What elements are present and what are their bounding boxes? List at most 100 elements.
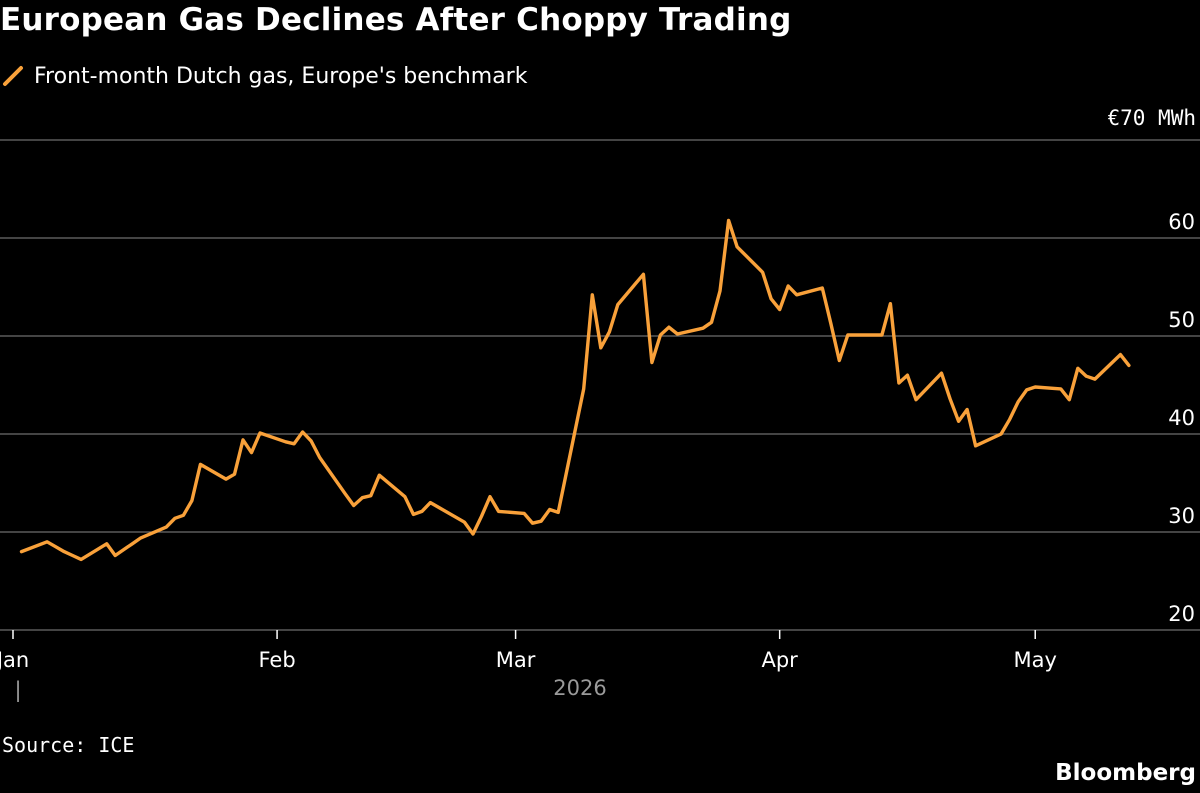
data-point <box>301 430 304 433</box>
data-point <box>957 420 960 423</box>
data-point <box>80 558 83 561</box>
data-point <box>361 496 364 499</box>
data-point <box>429 501 432 504</box>
y-tick-label: 60 <box>1168 210 1195 234</box>
data-point <box>548 508 551 511</box>
series-line-dutch-gas <box>19 218 1131 562</box>
data-point <box>284 440 287 443</box>
data-point <box>437 506 440 509</box>
data-point <box>718 289 721 292</box>
data-point <box>131 542 134 545</box>
data-point <box>1034 385 1037 388</box>
data-point <box>173 517 176 520</box>
data-point <box>1008 418 1011 421</box>
data-point <box>182 514 185 517</box>
x-tick-label: Jan <box>0 648 29 672</box>
data-point <box>829 322 832 325</box>
source-note: Source: ICE <box>2 733 135 757</box>
data-point <box>378 474 381 477</box>
data-point <box>199 463 202 466</box>
data-point <box>710 321 713 324</box>
data-point <box>974 444 977 447</box>
data-point <box>412 513 415 516</box>
data-point <box>659 333 662 336</box>
data-point <box>369 494 372 497</box>
data-point <box>557 511 560 514</box>
x-tick-label: Mar <box>496 648 536 672</box>
data-point <box>471 532 474 535</box>
data-point <box>889 302 892 305</box>
data-point <box>795 293 798 296</box>
data-point <box>531 522 534 525</box>
data-point <box>761 271 764 274</box>
x-tick-label: Apr <box>761 648 798 672</box>
legend-swatch-icon <box>3 66 23 86</box>
data-point <box>897 381 900 384</box>
data-point <box>940 372 943 375</box>
data-point <box>165 526 168 529</box>
data-point <box>250 451 253 454</box>
data-point <box>540 520 543 523</box>
data-point <box>318 456 321 459</box>
brand-logo: Bloomberg <box>1055 760 1196 786</box>
data-point <box>880 333 883 336</box>
y-tick-label: 40 <box>1168 406 1195 430</box>
data-point <box>523 512 526 515</box>
chart-title: European Gas Declines After Choppy Tradi… <box>0 2 792 38</box>
x-year-tick: | <box>14 678 21 703</box>
data-point <box>616 303 619 306</box>
data-point <box>105 542 108 545</box>
data-point <box>46 540 49 543</box>
data-point <box>727 219 730 222</box>
data-point <box>122 548 125 551</box>
data-point <box>1017 400 1020 403</box>
data-point <box>778 308 781 311</box>
data-point <box>582 387 585 390</box>
data-point <box>736 245 739 248</box>
data-point <box>821 286 824 289</box>
data-point <box>1127 364 1130 367</box>
data-point <box>1085 375 1088 378</box>
data-point <box>1000 432 1003 435</box>
data-point <box>1068 398 1071 401</box>
data-point <box>54 545 57 548</box>
data-point <box>1093 378 1096 381</box>
data-point <box>344 492 347 495</box>
data-point <box>352 504 355 507</box>
data-point <box>642 273 645 276</box>
data-point <box>838 359 841 362</box>
data-point <box>650 361 653 364</box>
data-point <box>224 478 227 481</box>
data-point <box>948 397 951 400</box>
data-point <box>480 515 483 518</box>
x-tick-label: Feb <box>258 648 295 672</box>
legend-label: Front-month Dutch gas, Europe's benchmar… <box>34 63 528 89</box>
data-point <box>770 297 773 300</box>
data-point <box>233 473 236 476</box>
data-point <box>1119 353 1122 356</box>
data-point <box>258 431 261 434</box>
data-point <box>293 442 296 445</box>
x-year-label: 2026 <box>553 676 606 700</box>
data-point <box>914 398 917 401</box>
data-point <box>667 326 670 329</box>
data-point <box>139 536 142 539</box>
data-point <box>599 346 602 349</box>
data-point <box>497 510 500 513</box>
y-axis-top-label: €70 MWh <box>1107 106 1196 130</box>
data-point <box>463 521 466 524</box>
data-point <box>1025 388 1028 391</box>
data-point <box>403 495 406 498</box>
y-tick-label: 20 <box>1168 602 1195 626</box>
data-point <box>966 408 969 411</box>
data-point <box>1076 367 1079 370</box>
x-tick-label: May <box>1014 648 1057 672</box>
data-point <box>1059 387 1062 390</box>
data-point <box>190 499 193 502</box>
y-tick-label: 30 <box>1168 504 1195 528</box>
data-point <box>787 284 790 287</box>
data-point <box>676 332 679 335</box>
data-point <box>310 439 313 442</box>
data-point <box>63 550 66 553</box>
